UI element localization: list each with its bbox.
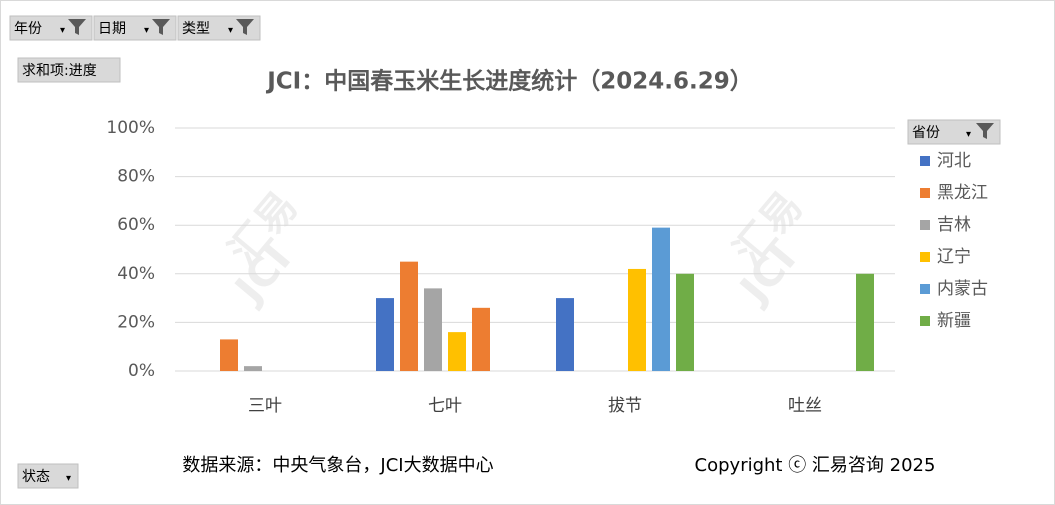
chart-title: JCI：中国春玉米生长进度统计（2024.6.29）: [265, 68, 753, 95]
legend-swatch: [920, 188, 930, 198]
button-bg: [17, 57, 121, 83]
button-label: 状态: [22, 469, 50, 485]
legend-swatch: [920, 156, 930, 166]
bar: [376, 298, 394, 371]
legend-label: 新疆: [937, 311, 971, 331]
bar: [856, 273, 874, 371]
legend-label: 河北: [937, 151, 971, 171]
button-label: 类型: [182, 21, 210, 37]
button-label: 求和项:进度: [22, 63, 97, 79]
legend-swatch: [920, 220, 930, 230]
bar: [628, 268, 646, 371]
filter-icon: [236, 19, 254, 35]
filter-icon: [68, 19, 86, 35]
x-tick-label: 七叶: [428, 396, 462, 416]
source: 数据来源：中央气象台，JCI大数据中心: [182, 455, 493, 476]
filter-icon: [976, 123, 994, 139]
bar: [652, 227, 670, 371]
button-bg: [17, 463, 79, 489]
x-tick-label: 拔节: [608, 396, 642, 416]
dropdown: ▾: [144, 25, 149, 36]
x-tick-label: 三叶: [248, 396, 282, 416]
bar: [472, 307, 490, 371]
bar: [556, 298, 574, 371]
filter-icon: [152, 19, 170, 35]
legend-label: 内蒙古: [937, 279, 988, 299]
button-label: 日期: [98, 21, 126, 37]
legend-label: 辽宁: [937, 247, 971, 267]
y-tick-label: 60%: [117, 215, 155, 235]
y-tick-label: 40%: [117, 264, 155, 284]
legend-swatch: [920, 316, 930, 326]
dropdown: ▾: [66, 473, 71, 484]
bar: [244, 366, 262, 371]
y-tick-label: 20%: [117, 312, 155, 332]
x-tick-label: 吐丝: [788, 396, 822, 416]
bar: [448, 332, 466, 371]
legend-swatch: [920, 252, 930, 262]
copyright: Copyright ⓒ 汇易咨询 2025: [695, 455, 936, 476]
bar: [220, 339, 238, 371]
y-tick-label: 100%: [106, 118, 155, 138]
button-label: 省份: [912, 125, 940, 141]
bar: [676, 273, 694, 371]
legend-label: 吉林: [937, 215, 971, 235]
y-tick-label: 80%: [117, 167, 155, 187]
value-field-button[interactable]: 求和项:进度: [17, 57, 121, 83]
dropdown: ▾: [60, 25, 65, 36]
button-label: 年份: [14, 21, 42, 37]
status-button[interactable]: 状态: [17, 463, 79, 489]
legend-label: 黑龙江: [937, 183, 988, 203]
legend-swatch: [920, 284, 930, 294]
y-tick-label: 0%: [128, 361, 155, 381]
dropdown: ▾: [966, 129, 971, 140]
bar: [400, 261, 418, 371]
dropdown: ▾: [228, 25, 233, 36]
bar: [424, 288, 442, 371]
